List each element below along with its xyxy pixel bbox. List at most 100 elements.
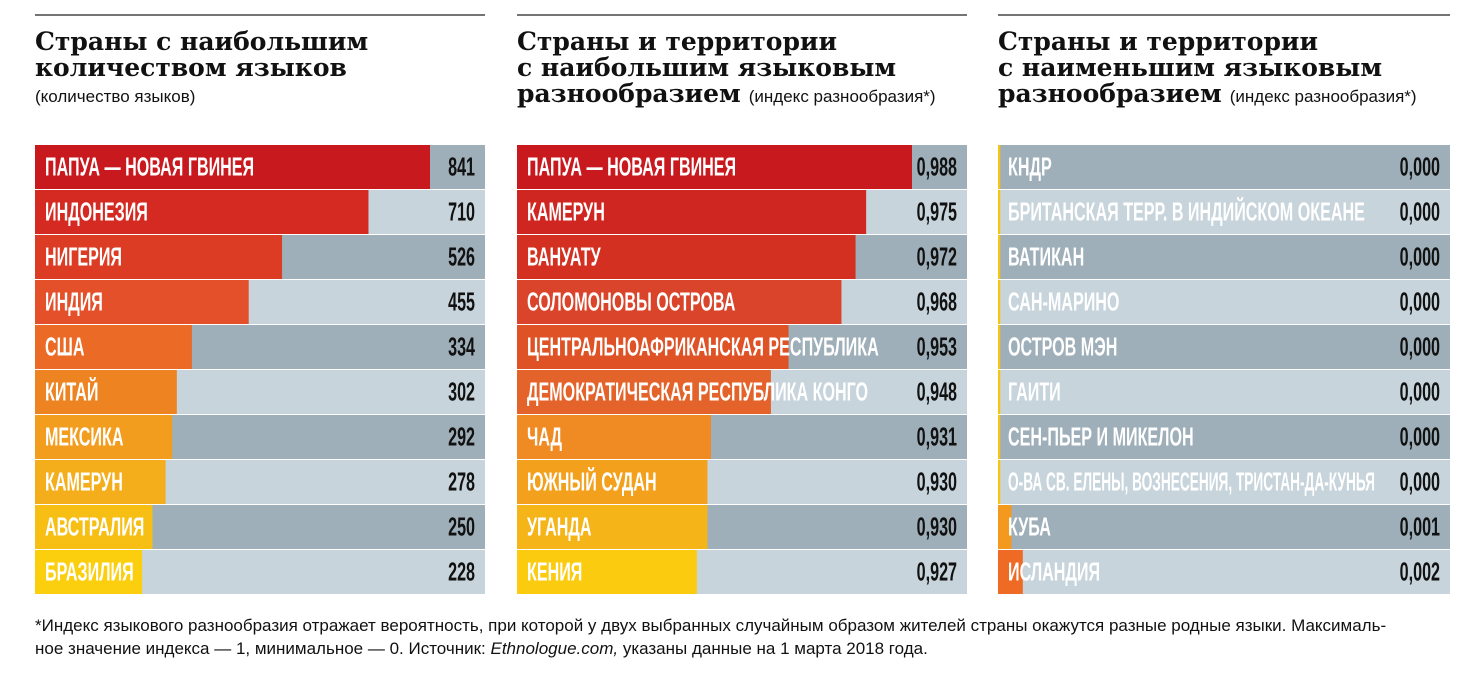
- bar: [998, 550, 1023, 594]
- footnote: *Индекс языкового разнообразия отражает …: [35, 614, 1455, 660]
- bar: [35, 280, 249, 324]
- row-background: [998, 190, 1450, 234]
- value-group: 0,001: [1400, 511, 1440, 541]
- category-label: КЕНИЯ: [527, 556, 582, 586]
- value-group: 710: [448, 196, 475, 226]
- label-group: ОСТРОВ МЭН: [1008, 331, 1117, 361]
- chart-subtitle: (индекс разнообразия*): [749, 87, 936, 106]
- category-label: ЦЕНТРАЛЬНОАФРИКАНСКАЯ РЕСПУБЛИКА: [527, 331, 879, 361]
- chart-title-line: Страны и территории: [998, 27, 1318, 56]
- value-group: 0,000: [1400, 241, 1440, 271]
- value-group: 228: [448, 556, 475, 586]
- category-label: КНДР: [1008, 151, 1052, 181]
- bar: [35, 325, 192, 369]
- label-group: БРИТАНСКАЯ ТЕРР. В ИНДИЙСКОМ ОКЕАНЕ: [1008, 196, 1365, 226]
- value-label: 0,000: [1400, 241, 1440, 271]
- value-group: 0,002: [1400, 556, 1440, 586]
- footnote-text: указаны данные на 1 марта 2018 года.: [618, 639, 928, 658]
- row-background: [998, 325, 1450, 369]
- value-group: 250: [448, 511, 475, 541]
- chart-title: с наименьшим языковым: [998, 53, 1382, 82]
- label-group: КЕНИЯ: [527, 556, 582, 586]
- label-group: МЕКСИКА: [45, 421, 124, 451]
- value-label: 0,000: [1400, 376, 1440, 406]
- bar: [517, 370, 771, 414]
- bar: [998, 415, 1001, 459]
- value-group: 278: [448, 466, 475, 496]
- value-group: 0,930: [917, 511, 957, 541]
- value-group: 0,968: [917, 286, 957, 316]
- footnote-text: ное значение индекса — 1, минимальное — …: [35, 639, 491, 658]
- value-label: 334: [448, 331, 475, 361]
- label-group: ЦЕНТРАЛЬНОАФРИКАНСКАЯ РЕСПУБЛИКА: [527, 331, 879, 361]
- value-label: 0,975: [917, 196, 957, 226]
- bar: [517, 550, 697, 594]
- label-group: КАМЕРУН: [45, 466, 123, 496]
- label-group: СОЛОМОНОВЫ ОСТРОВА: [527, 286, 736, 316]
- value-label: 526: [448, 241, 475, 271]
- label-group: СЕН-ПЬЕР И МИКЕЛОН: [1008, 421, 1194, 451]
- bar: [35, 190, 369, 234]
- label-group: КУБА: [1008, 511, 1051, 541]
- bar: [517, 505, 708, 549]
- label-group: О-ВА СВ. ЕЛЕНЫ, ВОЗНЕСЕНИЯ, ТРИСТАН-ДА-К…: [1008, 468, 1375, 497]
- chart-title: Страны с наибольшим: [35, 27, 368, 56]
- bar: [35, 505, 153, 549]
- value-group: 0,931: [917, 421, 957, 451]
- label-group: ПАПУА — НОВАЯ ГВИНЕЯ: [527, 151, 736, 181]
- value-group: 526: [448, 241, 475, 271]
- chart-title: с наибольшим языковым: [517, 53, 896, 82]
- value-label: 0,968: [917, 286, 957, 316]
- bar: [998, 370, 1001, 414]
- bar: [35, 550, 143, 594]
- value-label: 278: [448, 466, 475, 496]
- value-group: 302: [448, 376, 475, 406]
- value-label: 228: [448, 556, 475, 586]
- value-group: 0,988: [917, 151, 957, 181]
- value-label: 710: [448, 196, 475, 226]
- value-label: 455: [448, 286, 475, 316]
- chart-title-line: разнообразием: [998, 79, 1222, 108]
- category-label: ПАПУА — НОВАЯ ГВИНЕЯ: [527, 151, 736, 181]
- label-group: САН-МАРИНО: [1008, 286, 1119, 316]
- value-label: 0,930: [917, 466, 957, 496]
- chart-title: разнообразием (индекс разнообразия*): [998, 79, 1417, 108]
- category-label: УГАНДА: [527, 511, 592, 541]
- value-label: 0,927: [917, 556, 957, 586]
- label-group: КАМЕРУН: [527, 196, 605, 226]
- category-label: СОЛОМОНОВЫ ОСТРОВА: [527, 286, 736, 316]
- value-label: 0,000: [1400, 466, 1440, 496]
- chart-title: Страны и территории: [998, 27, 1318, 56]
- bar: [517, 280, 842, 324]
- category-label: ЮЖНЫЙ СУДАН: [527, 466, 657, 496]
- value-group: 0,000: [1400, 286, 1440, 316]
- category-label: ВАТИКАН: [1008, 241, 1084, 271]
- category-label: ИСЛАНДИЯ: [1008, 556, 1100, 586]
- label-group: США: [45, 331, 85, 361]
- row-background: [998, 415, 1450, 459]
- bar: [517, 190, 867, 234]
- bar: [998, 325, 1001, 369]
- bar: [998, 460, 1001, 504]
- bar: [998, 280, 1001, 324]
- bar: [517, 325, 789, 369]
- label-group: ГАИТИ: [1008, 376, 1061, 406]
- category-label: САН-МАРИНО: [1008, 286, 1119, 316]
- value-label: 0,988: [917, 151, 957, 181]
- label-group: БРАЗИЛИЯ: [45, 556, 134, 586]
- value-label: 0,948: [917, 376, 957, 406]
- value-label: 0,000: [1400, 196, 1440, 226]
- row-background: [998, 145, 1450, 189]
- bar: [35, 235, 283, 279]
- row-background: [998, 280, 1450, 324]
- footnote-source: Ethnologue.com,: [490, 639, 619, 658]
- label-group: КИТАЙ: [45, 376, 98, 406]
- value-group: 0,000: [1400, 331, 1440, 361]
- chart-title: количеством языков: [35, 53, 347, 82]
- bar: [35, 370, 177, 414]
- value-label: 0,000: [1400, 286, 1440, 316]
- value-label: 0,000: [1400, 151, 1440, 181]
- category-label: ДЕМОКРАТИЧЕСКАЯ РЕСПУБЛИКА КОНГО: [527, 376, 868, 406]
